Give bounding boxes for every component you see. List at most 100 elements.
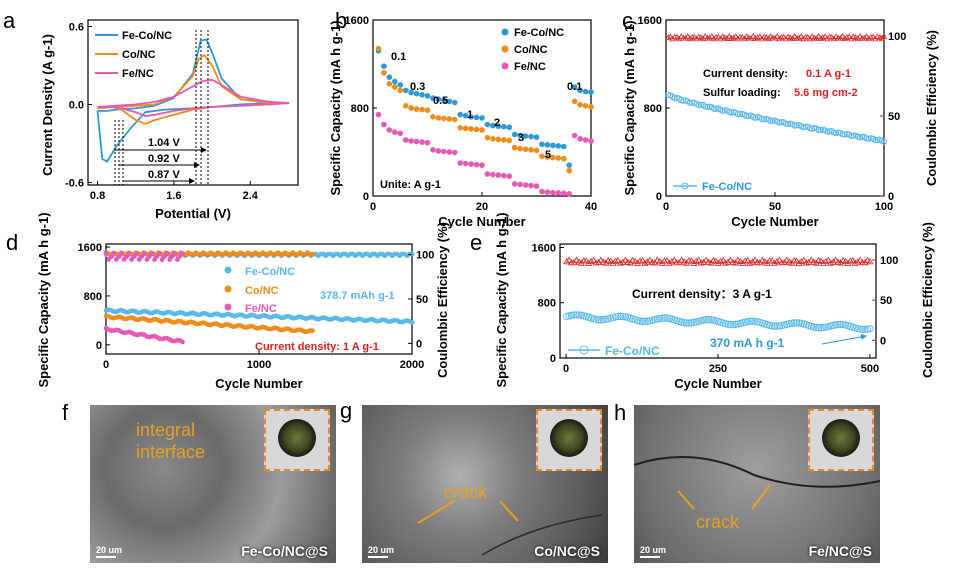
data-point [457,160,464,166]
efficiency-point [668,258,676,265]
efficiency-point [565,256,573,263]
efficiency-point [767,33,774,39]
capacity-point [854,325,862,333]
legend-label: Co/NC [122,49,156,61]
efficiency-point [708,33,715,39]
y-axis-label: Specific Capacity (mA h g-1) [328,20,343,195]
crack-arrow [677,490,695,510]
panel-label-f: f [62,400,69,425]
series-line-Fe/NC [97,78,290,117]
loading-value: 5.6 mg cm-2 [794,87,858,99]
efficiency-point [728,35,735,41]
capacity-point [817,324,825,332]
efficiency-point [817,35,824,41]
efficiency-point [585,259,593,266]
efficiency-point [791,33,798,39]
x-tick-label: 1000 [247,359,271,371]
legend: Fe-Co/NC [568,344,660,358]
efficiency-point [776,35,783,42]
capacity-point [671,95,678,102]
capacity-point [814,324,823,332]
data-point [424,93,431,99]
crack-arrow [499,500,519,522]
efficiency-point [849,256,857,264]
data-point [560,143,567,150]
efficiency-point [822,257,830,264]
efficiency-point [592,259,600,266]
efficiency-point [124,254,129,259]
efficiency-point [126,250,132,256]
data-point [473,126,480,133]
data-point [582,103,589,109]
capacity-point [643,317,652,325]
data-point [473,161,480,168]
efficiency-point [839,33,846,39]
efficiency-point [780,33,787,40]
data-point [430,147,436,153]
data-point [550,142,556,149]
capacity-point [710,105,718,112]
data-point [446,149,453,155]
capacity-point [680,319,688,327]
efficiency-point [795,259,803,266]
capacity-note: 370 mA h g-1 [710,336,785,350]
photo-inset [264,409,330,471]
efficiency-point [607,257,615,264]
rate-label: 0.3 [410,81,425,93]
capacity-point [775,322,784,330]
efficiency-point [773,257,781,265]
data-point [528,147,534,153]
efficiency-point [732,33,739,39]
density-note: Current density: 1 A g-1 [255,341,379,353]
efficiency-point [597,256,605,263]
legend-label: Fe-Co/NC [514,27,564,39]
efficiency-point [832,33,840,39]
capacity-point [658,314,666,322]
efficiency-point [614,256,622,263]
efficiency-point [646,256,654,263]
efficiency-point [861,34,868,41]
data-point [462,112,469,119]
capacity-point [729,320,737,329]
rate-label: 0.5 [433,95,448,107]
capacity-point [758,115,766,123]
data-point [533,147,540,154]
capacity-point [655,314,664,323]
data-point [430,114,436,120]
rate-label: 0.1 [391,51,406,63]
data-point [577,87,583,94]
capacity-point [599,316,608,324]
efficiency-point [751,256,759,263]
legend: Fe-Co/NC Co/NC Fe/NC [95,30,172,80]
y-axis-label: Current Density (A g-1) [40,34,55,176]
data-point [517,181,523,188]
y2-axis-label: Coulombic Efficiency (%) [435,222,450,378]
efficiency-point [563,258,571,265]
efficiency-point [754,34,761,40]
efficiency-point [709,256,717,264]
annotation-2: 0.92 V [148,153,180,165]
x-tick-label: 250 [709,363,727,375]
y-tick-label: 800 [351,103,369,115]
efficiency-point [582,257,590,264]
efficiency-point [829,258,837,265]
y-tick-label: 800 [84,291,102,303]
capacity-point [745,112,752,119]
efficiency-point [841,257,849,264]
x-tick-label: 0 [370,201,376,213]
plot-frame [87,19,299,186]
sem-note: crack [696,512,740,532]
photo-inset [536,409,602,471]
capacity-point [180,339,185,345]
efficiency-point [739,33,746,40]
capacity-point [834,320,842,329]
capacity-point [826,128,833,135]
data-point [528,133,534,140]
data-point [517,145,523,152]
capacity-point [660,314,669,322]
efficiency-point [851,259,859,266]
x-tick-label: 0 [563,363,569,375]
efficiency-point [719,256,727,263]
data-point [490,136,496,142]
legend-label: Fe-Co/NC [245,266,295,278]
